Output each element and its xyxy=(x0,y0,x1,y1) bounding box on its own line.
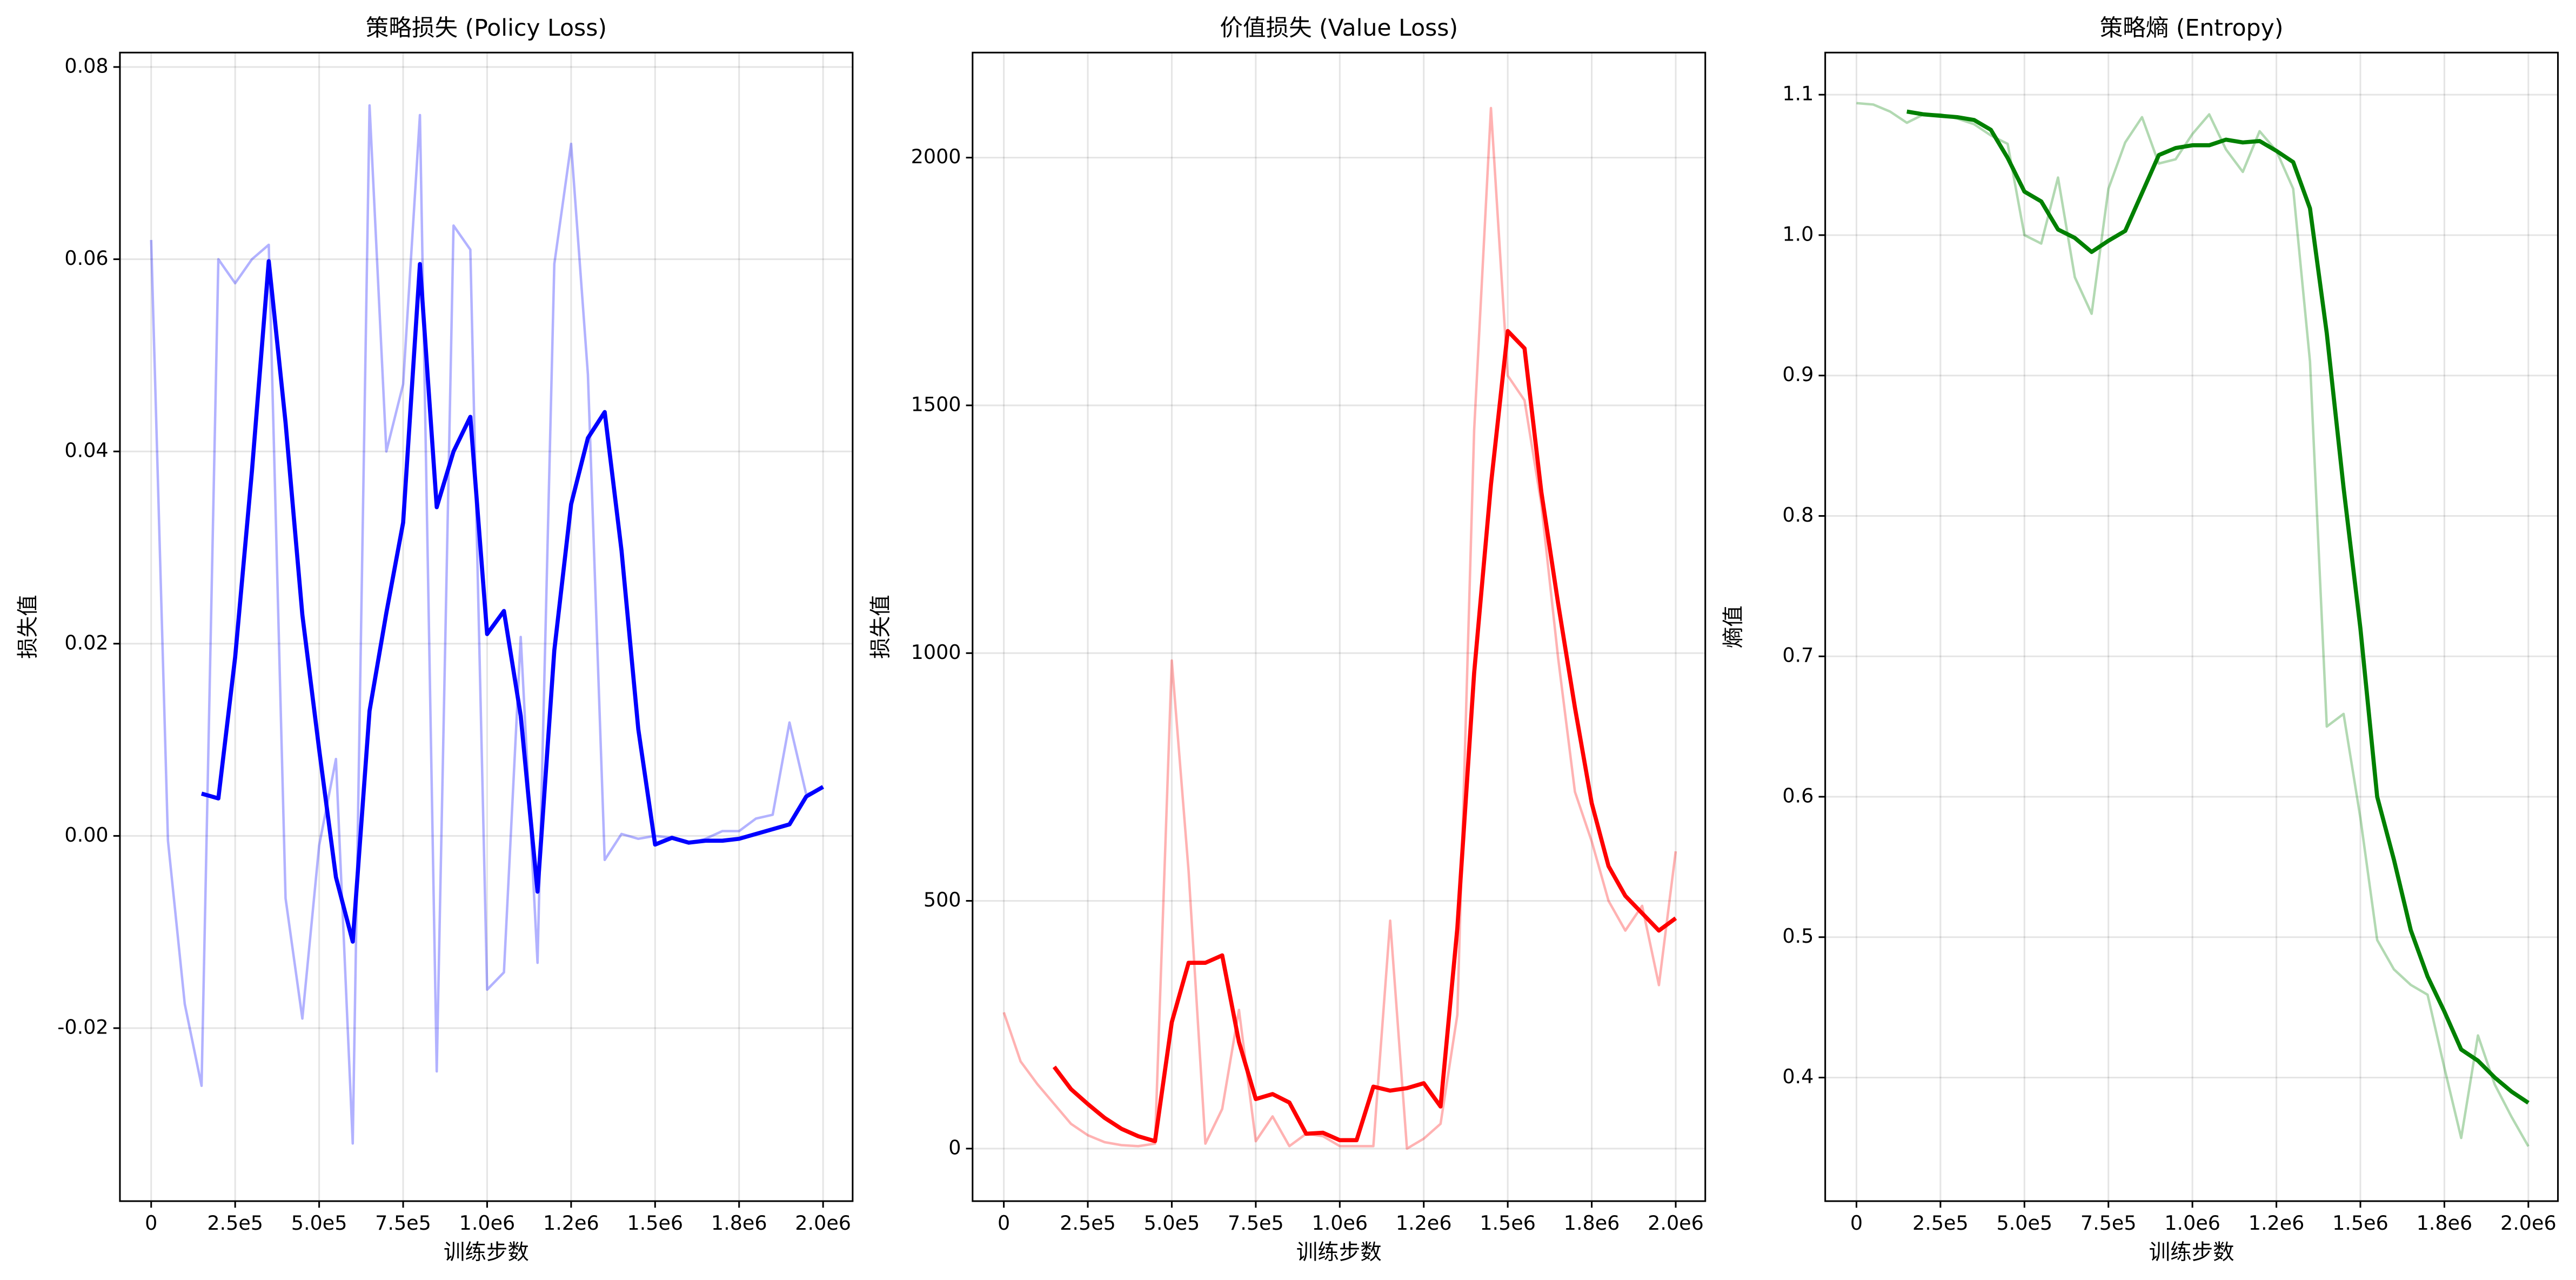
y-tick-label: 500 xyxy=(924,888,961,911)
plot-frame xyxy=(1824,51,2559,1202)
chart-title: 价值损失 (Value Loss) xyxy=(1220,15,1458,42)
x-tick-label: 1.0e6 xyxy=(1312,1211,1368,1235)
x-tick-label: 2.0e6 xyxy=(795,1211,851,1235)
y-tick-label: 0.6 xyxy=(1782,784,1814,807)
y-tick-label: 0.4 xyxy=(1782,1065,1814,1088)
x-tick-label: 0 xyxy=(1850,1211,1863,1235)
y-tick-label: 0.9 xyxy=(1782,363,1814,386)
line-series xyxy=(1856,102,2530,1147)
x-tick-label: 1.2e6 xyxy=(1396,1211,1452,1235)
x-tick-label: 7.5e5 xyxy=(2080,1211,2137,1235)
x-tick-label: 2.0e6 xyxy=(1648,1211,1704,1235)
y-tick-label: 2000 xyxy=(911,145,961,168)
x-tick-label: 1.2e6 xyxy=(2249,1211,2305,1235)
line-series xyxy=(1052,329,1677,1143)
y-tick-label: 1000 xyxy=(911,641,961,664)
x-tick-label: 0 xyxy=(145,1211,157,1235)
x-tick-label: 1.5e6 xyxy=(627,1211,683,1235)
x-tick-label: 1.8e6 xyxy=(2417,1211,2473,1235)
y-tick-label: 0.02 xyxy=(64,631,108,654)
x-tick-label: 5.0e5 xyxy=(291,1211,347,1235)
x-axis-label: 训练步数 xyxy=(1296,1240,1382,1265)
x-tick-label: 1.0e6 xyxy=(459,1211,516,1235)
x-tick-label: 1.2e6 xyxy=(543,1211,599,1235)
y-axis-label: 损失值 xyxy=(868,595,893,658)
x-tick-label: 0 xyxy=(998,1211,1010,1235)
line-series xyxy=(1906,109,2530,1105)
y-tick-label: 1500 xyxy=(911,392,961,416)
plot-frame xyxy=(119,51,854,1202)
y-tick-label: 0.04 xyxy=(64,439,108,462)
x-tick-label: 2.5e5 xyxy=(1912,1211,1969,1235)
plot-frame xyxy=(972,51,1707,1202)
y-axis-label: 损失值 xyxy=(16,595,41,658)
y-tick-label: 0.5 xyxy=(1782,924,1814,948)
y-axis-label: 熵值 xyxy=(1721,605,1746,648)
y-tick-label: -0.02 xyxy=(57,1016,108,1039)
y-tick-label: 0.00 xyxy=(64,823,108,846)
y-tick-label: 0.8 xyxy=(1782,503,1814,526)
x-tick-label: 1.0e6 xyxy=(2164,1211,2220,1235)
x-tick-label: 2.5e5 xyxy=(1060,1211,1116,1235)
y-tick-label: 1.0 xyxy=(1782,222,1814,245)
x-tick-label: 1.5e6 xyxy=(1480,1211,1536,1235)
line-series xyxy=(200,259,825,944)
x-axis-label: 训练步数 xyxy=(444,1240,529,1265)
y-tick-label: 0 xyxy=(948,1136,961,1159)
y-tick-label: 0.08 xyxy=(64,54,108,77)
x-tick-label: 2.5e5 xyxy=(207,1211,263,1235)
chart-title: 策略熵 (Entropy) xyxy=(2100,15,2284,42)
x-tick-label: 2.0e6 xyxy=(2500,1211,2557,1235)
x-tick-label: 1.5e6 xyxy=(2332,1211,2388,1235)
x-tick-label: 7.5e5 xyxy=(1228,1211,1284,1235)
x-tick-label: 7.5e5 xyxy=(375,1211,431,1235)
line-series xyxy=(1002,106,1677,1150)
x-tick-label: 1.8e6 xyxy=(1564,1211,1620,1235)
line-series xyxy=(150,104,824,1145)
y-tick-label: 0.7 xyxy=(1782,644,1814,667)
x-tick-label: 5.0e5 xyxy=(1996,1211,2052,1235)
x-tick-label: 5.0e5 xyxy=(1144,1211,1200,1235)
x-tick-label: 1.8e6 xyxy=(711,1211,767,1235)
x-axis-label: 训练步数 xyxy=(2149,1240,2234,1265)
y-tick-label: 0.06 xyxy=(64,246,108,270)
chart-title: 策略损失 (Policy Loss) xyxy=(366,15,607,42)
y-tick-label: 1.1 xyxy=(1782,82,1814,105)
